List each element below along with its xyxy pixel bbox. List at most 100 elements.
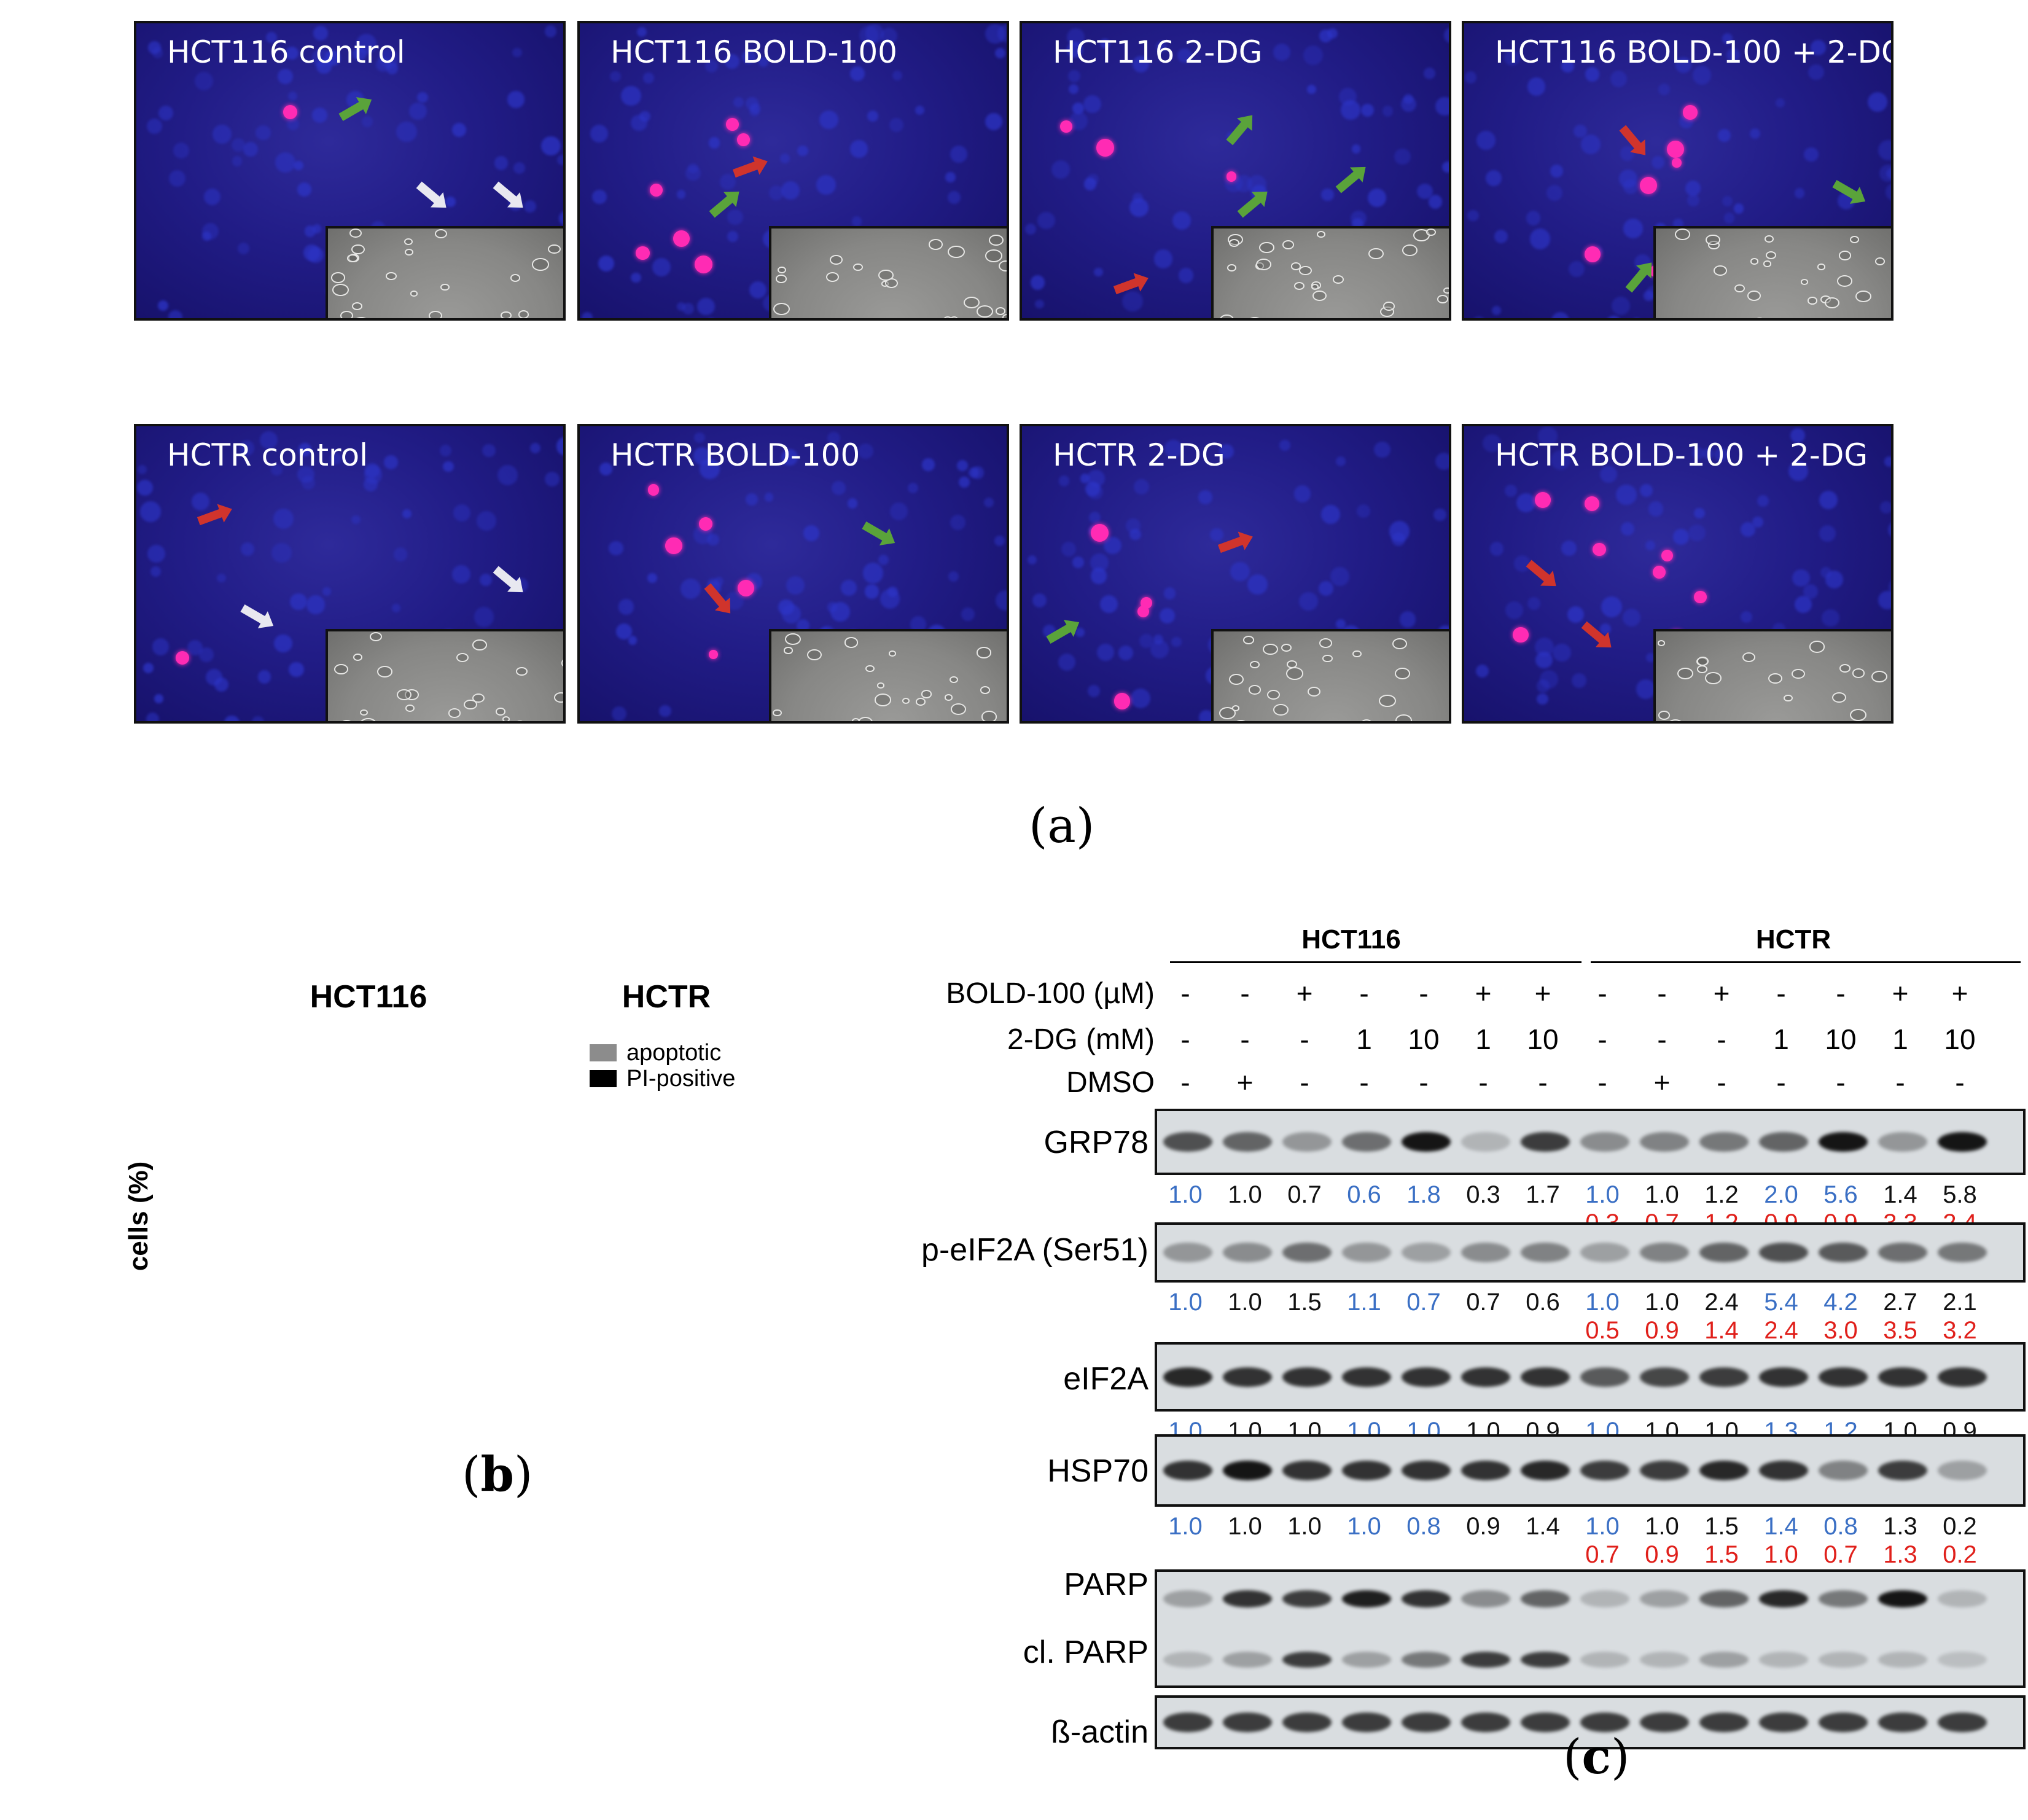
micrograph-caption: HCTR BOLD-100 + 2-DG — [1495, 437, 1868, 473]
protein-band — [1402, 1590, 1451, 1607]
nucleus-dot — [1867, 92, 1887, 112]
cell-outline — [1706, 234, 1720, 246]
nucleus-dot — [556, 437, 563, 456]
fluorescence-micrograph: HCT116 BOLD-100 + 2-DG — [1462, 21, 1893, 321]
nucleus-dot — [1620, 146, 1635, 161]
nucleus-dot — [1465, 71, 1477, 84]
nucleus-dot — [1382, 106, 1394, 117]
nucleus-dot — [849, 66, 865, 82]
nucleus-dot — [1483, 434, 1501, 453]
protein-band — [1640, 1461, 1689, 1480]
nucleus-dot — [997, 25, 1007, 42]
nucleus-dot — [961, 607, 975, 621]
nucleus-dot — [1529, 228, 1551, 250]
nucleus-dot — [950, 145, 967, 163]
cell-outline — [561, 657, 563, 668]
nucleus-dot — [1027, 555, 1037, 564]
nucleus-dot — [271, 464, 283, 476]
quant-value: 1.1 — [1347, 1289, 1381, 1316]
cell-outline — [1248, 316, 1262, 318]
nucleus-dot — [985, 112, 1002, 130]
pi-positive-cell — [1585, 496, 1600, 512]
nucleus-dot — [1153, 249, 1173, 268]
nucleus-dot — [1651, 155, 1664, 169]
nucleus-dot — [402, 509, 412, 519]
cell-outline — [331, 272, 346, 283]
nucleus-dot — [266, 32, 278, 43]
nucleus-dot — [1878, 140, 1891, 161]
protein-band — [1699, 1713, 1749, 1732]
nucleus-dot — [1178, 268, 1194, 284]
nucleus-dot — [240, 542, 255, 557]
nucleus-dot — [150, 566, 162, 577]
pi-positive-cell — [726, 118, 739, 131]
pi-positive-cell — [1226, 171, 1237, 182]
protein-band — [1640, 1652, 1689, 1668]
cell-outline — [353, 654, 362, 661]
quant-value: 5.6 — [1823, 1181, 1858, 1208]
quant-value: 1.0 — [1585, 1289, 1620, 1316]
nucleus-dot — [329, 452, 341, 464]
nucleus-dot — [1492, 305, 1502, 315]
treatment-value: - — [1717, 1066, 1726, 1098]
blot-label: p-eIF2A (Ser51) — [921, 1232, 1149, 1268]
nucleus-dot — [1605, 316, 1621, 318]
cell-outline — [1839, 664, 1851, 673]
quant-value: 1.2 — [1704, 1181, 1739, 1208]
cell-outline — [950, 316, 959, 318]
nucleus-dot — [1177, 48, 1192, 63]
cell-outline — [944, 694, 953, 701]
pi-positive-cell — [673, 230, 690, 247]
protein-band — [1759, 1652, 1808, 1668]
cell-outline — [963, 296, 980, 309]
protein-band — [1640, 1132, 1689, 1152]
nucleus-dot — [306, 595, 326, 614]
nucleus-dot — [1561, 540, 1577, 556]
cell-outline — [440, 283, 450, 291]
nucleus-dot — [984, 498, 994, 508]
nucleus-dot — [1757, 494, 1769, 507]
nucleus-dot — [957, 460, 968, 471]
protein-band — [1282, 1132, 1332, 1152]
nucleus-dot — [1072, 557, 1084, 568]
cell-outline — [1825, 297, 1840, 308]
nucleus-dot — [351, 515, 361, 525]
nucleus-dot — [1122, 291, 1143, 312]
brightfield-inset — [769, 629, 1007, 721]
nucleus-dot — [1619, 169, 1638, 188]
nucleus-dot — [384, 455, 398, 469]
nucleus-dot — [677, 302, 686, 311]
nucleus-dot — [474, 606, 494, 627]
nucleus-dot — [1878, 591, 1891, 610]
cell-outline — [1443, 287, 1449, 294]
nucleus-dot — [1058, 475, 1070, 486]
treatment-row-label: 2-DG (mM) — [1007, 1023, 1155, 1056]
pi-positive-cell — [709, 650, 719, 659]
cell-outline — [1002, 313, 1007, 318]
pi-positive-cell — [665, 537, 682, 555]
nucleus-dot — [396, 122, 417, 143]
treatment-value: 10 — [1408, 1023, 1440, 1055]
cell-outline — [397, 689, 412, 701]
nucleus-dot — [851, 216, 862, 227]
nucleus-dot — [1717, 128, 1731, 142]
cell-outline — [1677, 667, 1694, 680]
nucleus-dot — [1750, 128, 1761, 139]
cell-outline — [515, 721, 525, 724]
protein-band — [1699, 1132, 1749, 1152]
pi-positive-cell — [737, 133, 750, 146]
nucleus-dot — [1235, 175, 1252, 192]
protein-band — [1759, 1590, 1808, 1607]
nucleus-dot — [1687, 194, 1699, 206]
nucleus-dot — [708, 137, 720, 149]
nucleus-dot — [786, 576, 805, 595]
nucleus-dot — [544, 25, 557, 37]
nucleus-dot — [1099, 595, 1118, 614]
cell-outline — [773, 709, 782, 717]
nucleus-dot — [1051, 160, 1070, 179]
nucleus-dot — [864, 584, 879, 599]
cell-outline — [554, 692, 563, 703]
protein-band — [1580, 1132, 1629, 1152]
protein-band — [1521, 1461, 1570, 1480]
cell-outline — [1317, 231, 1325, 238]
